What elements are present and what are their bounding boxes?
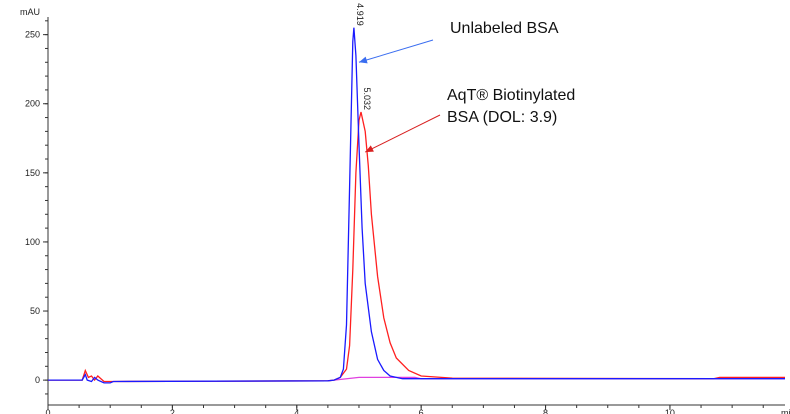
annotation-text: Unlabeled BSA xyxy=(450,20,559,37)
x-tick-label: 0 xyxy=(45,408,50,414)
arrowhead-icon xyxy=(365,145,374,153)
y-tick-label: 50 xyxy=(30,306,40,316)
y-axis-label: mAU xyxy=(20,7,40,17)
annotation-arrow xyxy=(364,114,441,153)
annotation-text: BSA (DOL: 3.9) xyxy=(447,109,557,126)
y-tick-label: 200 xyxy=(25,99,40,109)
x-tick-label: 2 xyxy=(170,408,175,414)
peak-label: 5.032 xyxy=(362,87,372,110)
annotation-text: AqT® Biotinylated xyxy=(447,87,575,104)
y-tick-label: 250 xyxy=(25,30,40,40)
y-tick-label: 100 xyxy=(25,237,40,247)
arrowhead-icon xyxy=(358,56,368,64)
y-tick-label: 150 xyxy=(25,168,40,178)
x-axis-label: mi xyxy=(781,408,790,414)
annotations: Unlabeled BSA AqT® Biotinylated BSA (DOL: … xyxy=(358,20,575,153)
x-tick-label: 6 xyxy=(419,408,424,414)
x-tick-label: 10 xyxy=(665,408,675,414)
series-unlabeled xyxy=(48,27,785,384)
x-tick-label: 4 xyxy=(294,408,299,414)
y-tick-label: 0 xyxy=(35,375,40,385)
peak-labels: 4.919 5.032 xyxy=(355,3,372,110)
annotation-arrow xyxy=(358,39,434,63)
x-tick-label: 8 xyxy=(543,408,548,414)
series-biotinylated xyxy=(48,111,785,383)
axes: 0 50 100 150 200 250 0 2 4 6 8 10 mAU mi xyxy=(20,7,790,414)
series-lines xyxy=(48,27,785,384)
peak-label: 4.919 xyxy=(355,3,365,26)
